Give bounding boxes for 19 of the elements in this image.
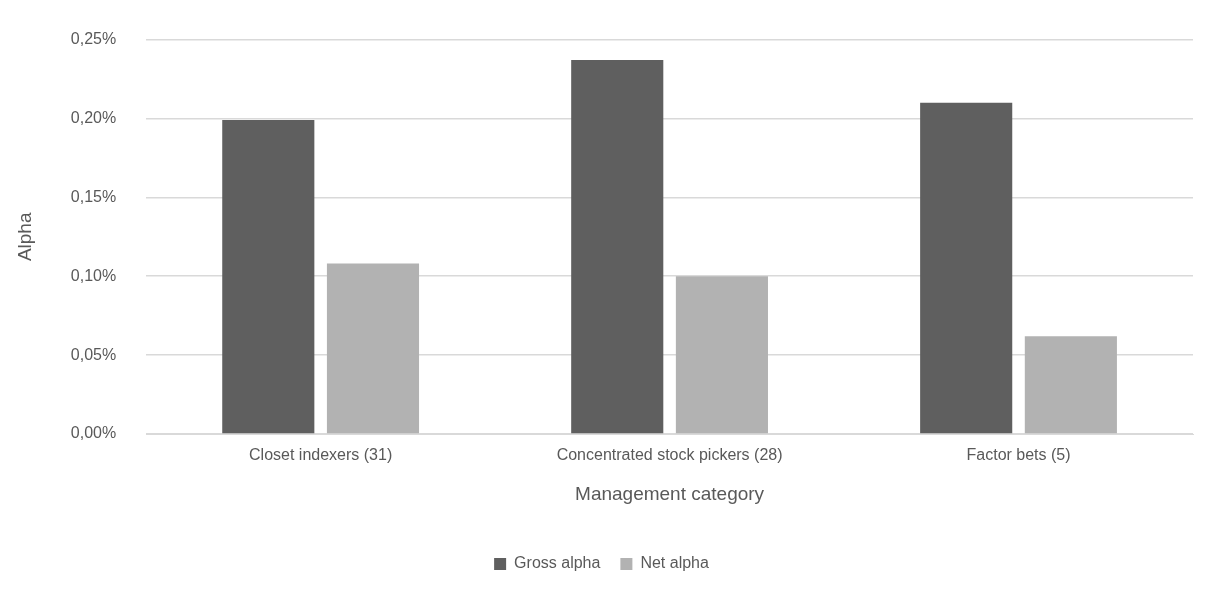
bar [222,120,315,434]
y-tick-label: 0,00% [70,424,117,442]
y-tick-label: 0,20% [70,108,117,126]
y-tick-label: 0,10% [70,266,117,284]
x-axis-title: Management category [575,482,765,504]
bar [675,276,768,434]
legend-label: Gross alpha [514,554,601,572]
bar [920,102,1013,434]
y-tick-label: 0,05% [70,345,117,363]
x-tick-label: Factor bets (5) [966,446,1071,464]
bar [1024,336,1117,434]
y-tick-label: 0,25% [70,30,117,48]
bar [571,60,664,434]
x-tick-label: Concentrated stock pickers (28) [556,446,783,464]
legend-label: Net alpha [640,554,709,572]
x-tick-label: Closet indexers (31) [249,446,393,464]
y-tick-label: 0,15% [70,187,117,205]
y-axis-title: Alpha [13,212,35,262]
bar [326,263,420,434]
